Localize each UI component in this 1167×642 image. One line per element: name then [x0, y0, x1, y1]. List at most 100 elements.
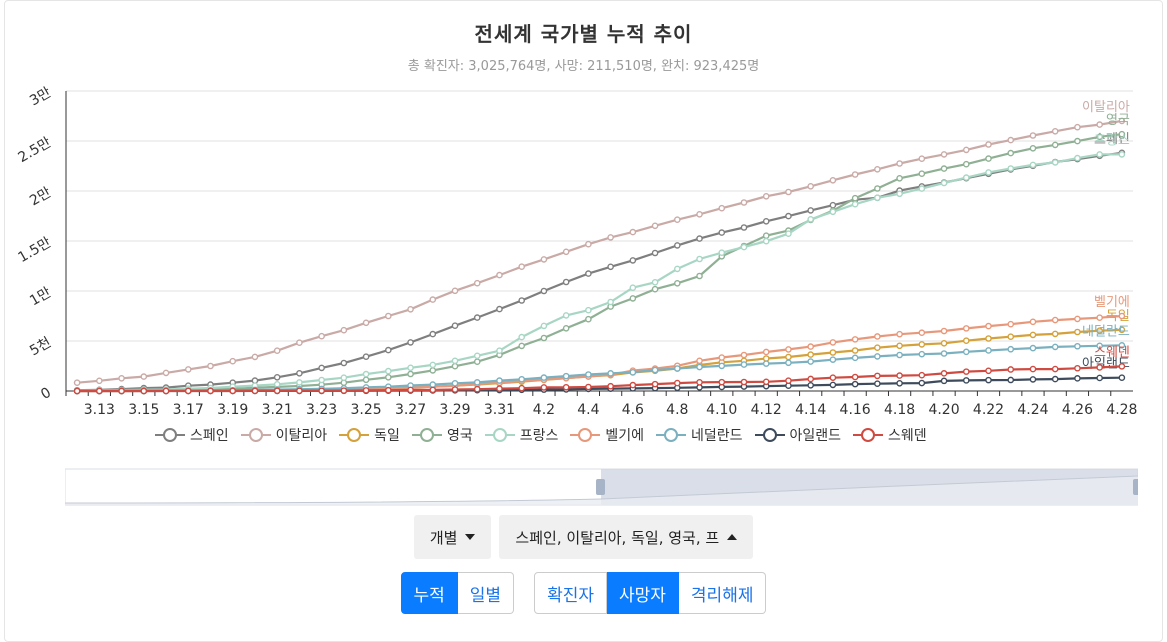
- data-point[interactable]: [607, 263, 614, 271]
- data-point[interactable]: [896, 330, 903, 338]
- data-point[interactable]: [940, 339, 948, 347]
- data-point[interactable]: [73, 379, 81, 387]
- data-point[interactable]: [1118, 363, 1126, 370]
- data-point[interactable]: [918, 329, 926, 337]
- data-point[interactable]: [385, 373, 392, 381]
- data-point[interactable]: [940, 151, 948, 158]
- data-point[interactable]: [451, 322, 459, 330]
- data-point[interactable]: [562, 383, 570, 391]
- data-point[interactable]: [918, 170, 926, 177]
- data-point[interactable]: [1051, 375, 1059, 383]
- data-point[interactable]: [740, 351, 748, 359]
- data-point[interactable]: [940, 165, 948, 172]
- data-point[interactable]: [1118, 326, 1126, 334]
- data-point[interactable]: [1007, 136, 1015, 144]
- data-point[interactable]: [718, 362, 726, 370]
- data-point[interactable]: [318, 376, 325, 384]
- data-point[interactable]: [1074, 137, 1081, 145]
- data-point[interactable]: [807, 358, 814, 365]
- data-point[interactable]: [674, 365, 681, 372]
- data-point[interactable]: [896, 372, 903, 379]
- legend-item[interactable]: 벨기에: [570, 425, 644, 445]
- data-point[interactable]: [273, 380, 281, 388]
- data-point[interactable]: [1029, 344, 1037, 352]
- data-point[interactable]: [1007, 149, 1015, 157]
- data-point[interactable]: [429, 330, 437, 338]
- data-point[interactable]: [1029, 376, 1037, 383]
- data-point[interactable]: [1096, 314, 1103, 321]
- data-point[interactable]: [518, 342, 525, 350]
- data-point[interactable]: [273, 373, 281, 381]
- data-point[interactable]: [1074, 154, 1081, 162]
- data-point[interactable]: [362, 387, 370, 394]
- data-point[interactable]: [496, 271, 503, 279]
- data-point[interactable]: [762, 232, 770, 239]
- data-point[interactable]: [1007, 345, 1015, 353]
- data-point[interactable]: [585, 270, 592, 277]
- data-point[interactable]: [473, 379, 481, 386]
- zoom-handle-left[interactable]: [596, 479, 605, 495]
- data-point[interactable]: [585, 240, 592, 248]
- data-point[interactable]: [629, 369, 637, 376]
- data-point[interactable]: [740, 243, 748, 251]
- data-point[interactable]: [807, 182, 814, 190]
- data-point[interactable]: [540, 287, 548, 295]
- data-point[interactable]: [1074, 328, 1081, 336]
- data-point[interactable]: [607, 382, 614, 390]
- data-point[interactable]: [1007, 376, 1015, 384]
- data-point[interactable]: [518, 263, 525, 271]
- data-point[interactable]: [1051, 330, 1059, 338]
- data-point[interactable]: [962, 174, 970, 181]
- data-point[interactable]: [385, 312, 392, 320]
- data-point[interactable]: [1051, 316, 1059, 324]
- data-point[interactable]: [918, 185, 926, 192]
- data-point[interactable]: [874, 372, 881, 380]
- data-point[interactable]: [740, 224, 748, 231]
- data-point[interactable]: [1118, 117, 1126, 125]
- data-point[interactable]: [451, 357, 459, 365]
- data-point[interactable]: [451, 386, 459, 393]
- data-point[interactable]: [540, 256, 548, 263]
- data-point[interactable]: [1118, 151, 1126, 158]
- data-point[interactable]: [229, 387, 237, 395]
- data-point[interactable]: [718, 378, 726, 386]
- legend-item[interactable]: 프랑스: [484, 425, 558, 445]
- data-point[interactable]: [762, 348, 770, 356]
- data-point[interactable]: [651, 380, 659, 388]
- data-point[interactable]: [562, 312, 570, 319]
- data-point[interactable]: [918, 341, 926, 348]
- data-point[interactable]: [518, 384, 525, 392]
- data-point[interactable]: [273, 387, 281, 395]
- data-point[interactable]: [1029, 132, 1037, 139]
- data-point[interactable]: [651, 249, 659, 257]
- data-point[interactable]: [296, 339, 303, 347]
- data-point[interactable]: [918, 379, 926, 387]
- data-point[interactable]: [896, 190, 903, 198]
- data-point[interactable]: [451, 362, 459, 370]
- data-point[interactable]: [1051, 343, 1059, 351]
- data-point[interactable]: [1118, 312, 1126, 320]
- data-point[interactable]: [696, 357, 703, 365]
- legend-item[interactable]: 네덜란드: [655, 425, 743, 445]
- data-point[interactable]: [762, 378, 770, 386]
- data-point[interactable]: [1007, 366, 1015, 373]
- data-point[interactable]: [629, 295, 637, 302]
- data-point[interactable]: [896, 174, 903, 182]
- data-point[interactable]: [318, 387, 325, 395]
- data-point[interactable]: [251, 353, 259, 361]
- data-point[interactable]: [940, 179, 948, 187]
- data-point[interactable]: [874, 353, 881, 360]
- data-point[interactable]: [407, 370, 414, 378]
- data-point[interactable]: [785, 377, 792, 384]
- data-point[interactable]: [429, 386, 437, 394]
- data-point[interactable]: [340, 387, 348, 394]
- data-point[interactable]: [429, 381, 437, 388]
- data-point[interactable]: [896, 160, 903, 167]
- data-point[interactable]: [918, 350, 926, 358]
- data-point[interactable]: [73, 387, 81, 395]
- cumulative-button[interactable]: 누적: [400, 572, 458, 614]
- data-point[interactable]: [918, 371, 926, 379]
- data-point[interactable]: [629, 381, 637, 389]
- data-point[interactable]: [962, 368, 970, 375]
- data-point[interactable]: [651, 222, 659, 230]
